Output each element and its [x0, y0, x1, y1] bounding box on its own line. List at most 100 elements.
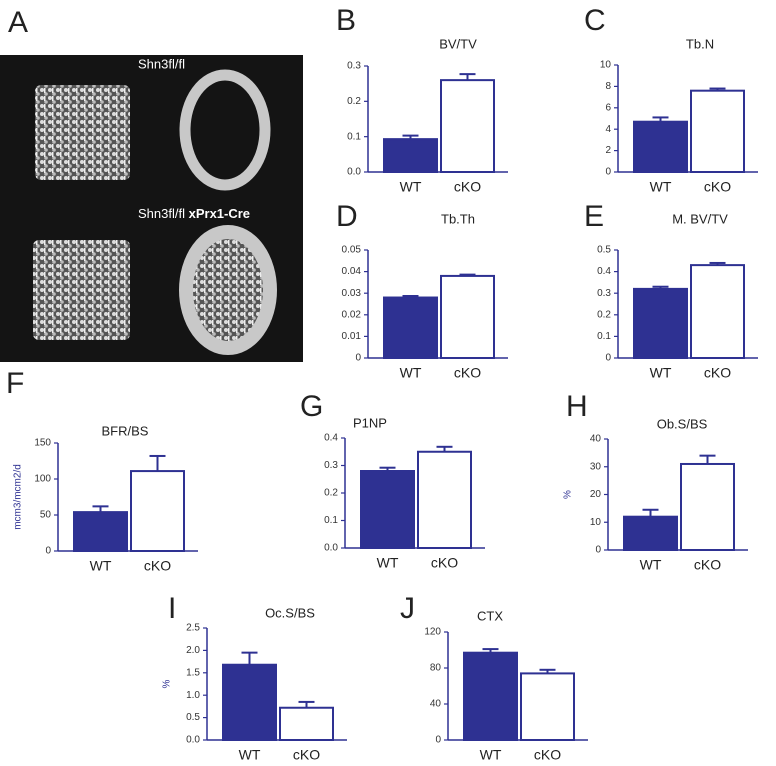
y-tick-label: 0.4 — [597, 266, 611, 277]
bar — [360, 470, 415, 549]
trabecular-bone — [35, 85, 130, 180]
bar — [440, 79, 495, 173]
y-tick-label: 0 — [355, 353, 361, 364]
bar — [383, 138, 438, 173]
bar — [463, 651, 518, 742]
x-tick-label: cKO — [534, 747, 561, 763]
y-tick-label: 0.2 — [347, 96, 361, 107]
y-axis-label: mcm3/mcm2/d — [13, 464, 24, 530]
x-tick-label: WT — [239, 747, 261, 763]
x-tick-label: WT — [480, 747, 502, 763]
x-tick-label: cKO — [694, 557, 721, 573]
y-tick-label: 1.0 — [186, 690, 200, 701]
y-tick-label: 0.0 — [186, 735, 200, 746]
y-tick-label: 0.0 — [347, 167, 361, 178]
y-tick-label: 0.02 — [342, 309, 362, 320]
y-tick-label: 0.5 — [597, 245, 611, 256]
image-caption: Shn3fl/fl — [138, 56, 185, 71]
y-tick-label: 0.2 — [324, 488, 338, 499]
bar — [633, 287, 688, 360]
y-tick-label: 2.0 — [186, 645, 200, 656]
y-tick-label: 20 — [590, 489, 602, 500]
x-tick-label: cKO — [454, 365, 481, 381]
panel-letter: I — [168, 592, 176, 625]
x-tick-label: WT — [377, 555, 399, 571]
y-tick-label: 0.3 — [347, 61, 361, 72]
y-tick-label: 150 — [34, 438, 51, 449]
x-tick-label: cKO — [293, 747, 320, 763]
y-tick-label: 40 — [430, 699, 442, 710]
chart-title: M. BV/TV — [672, 211, 728, 226]
bar — [520, 672, 575, 742]
y-tick-label: 0 — [605, 167, 611, 178]
bar — [130, 470, 185, 552]
chart-title: CTX — [477, 608, 503, 623]
x-tick-label: cKO — [144, 558, 171, 574]
y-tick-label: 100 — [34, 474, 51, 485]
y-tick-label: 0.1 — [347, 131, 361, 142]
y-tick-label: 10 — [600, 60, 612, 71]
y-tick-label: 1.5 — [186, 667, 200, 678]
y-tick-label: 0.04 — [342, 266, 362, 277]
y-axis-label: % — [563, 490, 574, 499]
x-tick-label: cKO — [431, 555, 458, 571]
y-tick-label: 120 — [424, 627, 441, 638]
x-tick-label: cKO — [704, 179, 731, 195]
panel-letter: A — [8, 6, 28, 39]
caption-part: Shn3fl/fl — [138, 206, 185, 221]
x-tick-label: cKO — [704, 365, 731, 381]
chart-title: Tb.Th — [441, 211, 475, 226]
panel-letter: J — [400, 592, 415, 625]
bar — [633, 120, 688, 173]
y-tick-label: 0.05 — [342, 245, 362, 256]
y-tick-label: 0 — [605, 353, 611, 364]
image-caption: Shn3fl/fl xPrx1-Cre — [138, 206, 250, 221]
y-tick-label: 0.01 — [342, 331, 362, 342]
trabecular-bone — [33, 240, 130, 340]
y-tick-label: 0 — [595, 545, 601, 556]
chart-title: BFR/BS — [102, 423, 149, 438]
y-tick-label: 0.4 — [324, 433, 338, 444]
y-axis-label: % — [162, 679, 173, 688]
panel-letter: D — [336, 200, 358, 233]
y-tick-label: 2.5 — [186, 623, 200, 634]
x-tick-label: WT — [90, 558, 112, 574]
panel-letter: G — [300, 390, 323, 423]
chart-title: P1NP — [353, 415, 387, 430]
x-tick-label: WT — [400, 365, 422, 381]
x-tick-label: WT — [650, 365, 672, 381]
bar — [690, 89, 745, 173]
bar — [680, 462, 735, 552]
x-tick-label: cKO — [454, 179, 481, 195]
y-tick-label: 0 — [45, 546, 51, 557]
y-tick-label: 0.1 — [324, 515, 338, 526]
y-tick-label: 4 — [605, 124, 611, 135]
bar — [690, 264, 745, 359]
y-tick-label: 0.1 — [597, 331, 611, 342]
y-tick-label: 80 — [430, 663, 442, 674]
panel-letter: B — [336, 4, 356, 37]
chart-title: Ob.S/BS — [657, 416, 708, 431]
y-tick-label: 0.03 — [342, 288, 362, 299]
panel-letter: H — [566, 390, 588, 423]
y-tick-label: 0.0 — [324, 543, 338, 554]
panel-letter: F — [6, 367, 24, 400]
cortical-bone — [179, 225, 277, 355]
y-tick-label: 40 — [590, 434, 602, 445]
chart-title: Oc.S/BS — [265, 605, 315, 620]
y-tick-label: 0.5 — [186, 712, 200, 723]
chart-title: Tb.N — [686, 36, 714, 51]
y-tick-label: 0.2 — [597, 309, 611, 320]
bar — [440, 274, 495, 360]
y-tick-label: 0.3 — [597, 288, 611, 299]
y-tick-label: 10 — [590, 517, 602, 528]
bar — [417, 450, 472, 549]
bar — [73, 511, 128, 552]
x-tick-label: WT — [650, 179, 672, 195]
bar — [222, 663, 277, 742]
x-tick-label: WT — [400, 179, 422, 195]
y-tick-label: 0 — [435, 735, 441, 746]
panel-letter: C — [584, 4, 606, 37]
y-tick-label: 2 — [605, 145, 611, 156]
